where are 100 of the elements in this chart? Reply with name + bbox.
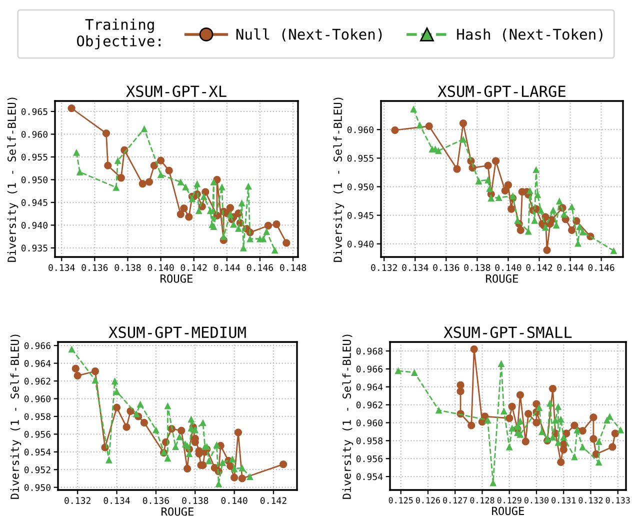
point	[111, 378, 118, 384]
y-tick-label: 0.968	[356, 348, 382, 355]
point	[507, 205, 516, 213]
y-tick-label: 0.952	[24, 466, 50, 474]
point	[516, 430, 524, 438]
point	[185, 213, 193, 221]
y-tick-label: 0.960	[21, 130, 48, 138]
y-tick-label: 0.958	[356, 437, 382, 444]
point	[543, 246, 551, 254]
y-tick-label: 0.940	[347, 240, 374, 248]
point	[72, 364, 80, 372]
x-tick-label: 0.138	[114, 264, 141, 271]
x-tick-label: 0.128	[470, 497, 494, 504]
point	[226, 210, 234, 218]
y-tick-label: 0.950	[347, 183, 374, 190]
legend-label: Null (Next-Token)	[236, 28, 382, 42]
point	[244, 182, 252, 190]
y-tick-label: 0.955	[347, 154, 374, 162]
point	[76, 168, 84, 176]
point	[210, 178, 218, 186]
point	[509, 192, 516, 200]
point	[165, 166, 173, 174]
point	[282, 239, 290, 247]
point	[68, 346, 76, 353]
y-tick-label: 0.960	[356, 419, 382, 426]
x-tick-label: 0.136	[433, 264, 460, 271]
point	[113, 388, 120, 396]
point	[560, 434, 568, 441]
y-tick-label: 0.965	[21, 108, 48, 116]
x-tick-label: 0.140	[221, 497, 248, 504]
x-tick-label: 0.134	[48, 264, 75, 271]
point	[522, 438, 530, 446]
point	[532, 166, 540, 174]
point	[537, 206, 544, 214]
point	[205, 457, 212, 464]
point	[230, 465, 238, 472]
point	[484, 162, 492, 170]
point	[114, 157, 122, 164]
point	[460, 136, 467, 143]
point	[200, 193, 208, 200]
point	[554, 438, 562, 446]
point	[92, 376, 99, 384]
x-tick-label: 0.132	[64, 497, 90, 504]
point	[576, 223, 584, 230]
y-tick-label: 0.950	[24, 484, 50, 491]
point	[557, 458, 565, 466]
x-tick-label: 0.129	[497, 497, 522, 504]
point	[552, 222, 560, 228]
y-tick-label: 0.960	[347, 126, 374, 134]
point	[230, 220, 238, 228]
point	[105, 456, 112, 464]
point	[238, 199, 246, 206]
x-tick-label: 0.136	[82, 264, 108, 271]
point	[492, 157, 500, 165]
point	[238, 464, 246, 472]
x-tick-label: 0.138	[182, 497, 208, 504]
point	[495, 194, 502, 202]
x-tick-label: 0.125	[388, 497, 413, 504]
y-tick-label: 0.956	[24, 430, 50, 438]
x-tick-label: 0.138	[464, 264, 490, 271]
point	[546, 400, 554, 406]
point	[157, 171, 164, 178]
y-axis-title: Diversity (1 - Self-BLEU)	[342, 334, 354, 499]
point	[264, 222, 272, 230]
y-tick-label: 0.954	[24, 448, 51, 456]
y-tick-label: 0.964	[356, 384, 383, 390]
point	[524, 228, 532, 235]
point	[516, 391, 524, 399]
point	[568, 226, 576, 234]
point	[534, 191, 542, 198]
point	[531, 216, 538, 224]
x-tick-label: 0.144	[557, 264, 584, 271]
point	[218, 183, 226, 190]
point	[68, 104, 76, 112]
point	[220, 233, 228, 240]
point	[140, 418, 148, 426]
point	[177, 178, 184, 186]
point	[548, 384, 557, 392]
point	[246, 235, 254, 242]
point	[425, 122, 433, 130]
point	[550, 206, 557, 214]
point	[453, 165, 461, 173]
point	[91, 367, 100, 376]
point	[506, 414, 514, 422]
point	[117, 174, 125, 182]
point	[104, 162, 112, 170]
x-tick-label: 0.146	[246, 264, 273, 271]
y-tick-label: 0.950	[21, 176, 48, 184]
y-axis-title: Diversity (1 - Self-BLEU)	[10, 334, 22, 499]
chart-title: XSUM-GPT-MEDIUM	[108, 326, 246, 338]
point	[568, 203, 576, 210]
x-tick-label: 0.131	[552, 497, 576, 504]
point	[188, 195, 196, 202]
point	[235, 224, 242, 232]
y-tick-label: 0.964	[24, 360, 51, 367]
point	[199, 419, 206, 426]
y-tick-label: 0.945	[347, 212, 374, 219]
point	[226, 204, 234, 212]
x-tick-label: 0.142	[260, 497, 286, 504]
x-tick-label: 0.142	[180, 264, 207, 271]
